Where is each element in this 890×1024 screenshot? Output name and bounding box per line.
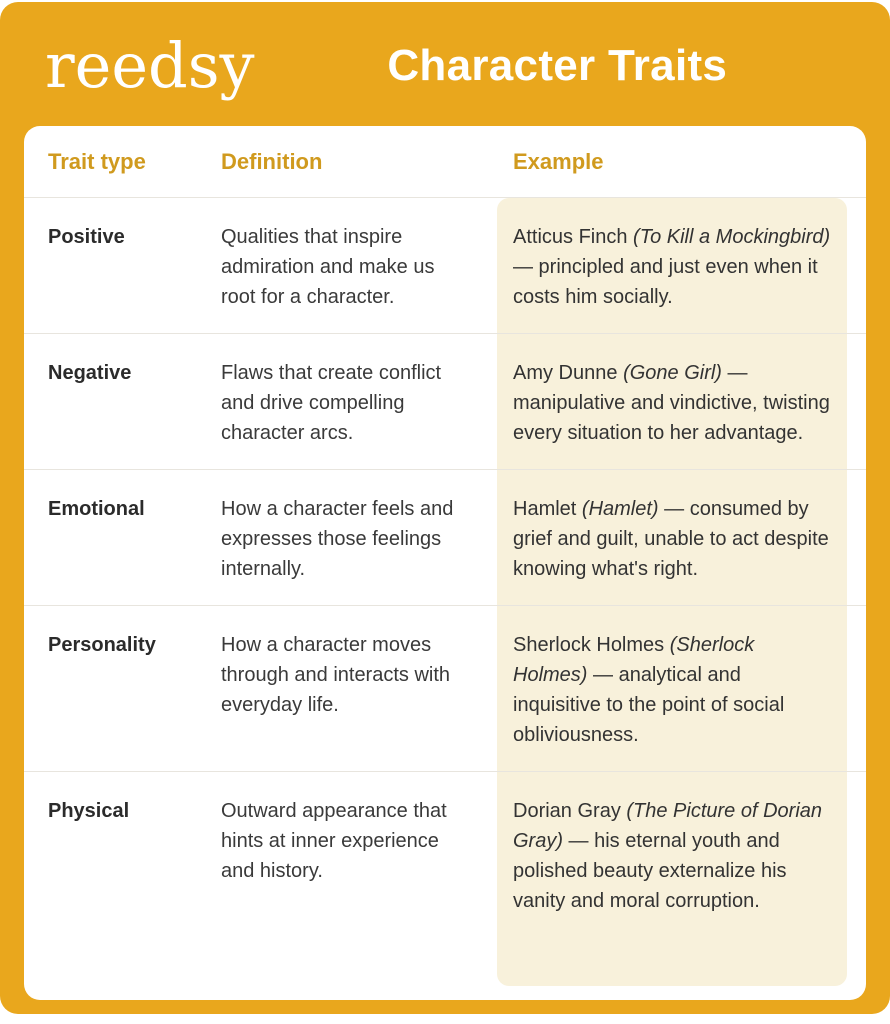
reedsy-logo: reedsy <box>45 28 255 102</box>
table-row-negative: Negative Flaws that create conflict and … <box>24 333 866 469</box>
definition-cell: How a character feels and expresses thos… <box>221 498 454 580</box>
column-header-trait-type: Trait type <box>48 148 146 174</box>
example-cell: Sherlock Holmes (Sherlock Holmes) — anal… <box>497 630 847 750</box>
example-cell: Hamlet (Hamlet) — consumed by grief and … <box>497 494 847 584</box>
example-character-name: Dorian Gray <box>513 800 627 822</box>
column-header-definition: Definition <box>221 148 323 174</box>
example-cell: Dorian Gray (The Picture of Dorian Gray)… <box>497 796 847 916</box>
table-row-emotional: Emotional How a character feels and expr… <box>24 469 866 605</box>
example-description: — principled and just even when it costs… <box>513 256 818 308</box>
example-work-title: (The Picture of Dorian Gray) <box>513 800 823 852</box>
table-header-row: Trait type Definition Example <box>24 126 866 198</box>
example-work-title: (Gone Girl) <box>623 362 722 384</box>
example-work-title: (To Kill a Mockingbird) <box>633 226 831 248</box>
example-cell: Amy Dunne (Gone Girl) — manipulative and… <box>497 358 847 448</box>
header: reedsy Character Traits <box>45 16 860 116</box>
page-title: Character Traits <box>387 41 728 90</box>
definition-cell: Qualities that inspire admiration and ma… <box>221 226 435 308</box>
trait-type-cell: Positive <box>48 226 125 248</box>
example-description: — manipulative and vindictive, twisting … <box>513 362 830 444</box>
trait-type-cell: Physical <box>48 800 130 822</box>
example-work-title: (Sherlock Holmes) <box>513 634 755 686</box>
trait-type-cell: Personality <box>48 634 156 656</box>
table-row-physical: Physical Outward appearance that hints a… <box>24 771 866 937</box>
table-row-personality: Personality How a character moves throug… <box>24 605 866 771</box>
example-description: — consumed by grief and guilt, unable to… <box>513 498 829 580</box>
example-description: — analytical and inquisitive to the poin… <box>513 664 785 746</box>
column-header-example: Example <box>513 148 604 174</box>
traits-table-card: Trait type Definition Example Positive Q… <box>24 126 866 1000</box>
example-character-name: Atticus Finch <box>513 226 634 248</box>
example-work-title: (Hamlet) <box>581 498 659 520</box>
example-column-background <box>497 198 847 986</box>
example-character-name: Sherlock Holmes <box>513 634 670 656</box>
example-cell: Atticus Finch (To Kill a Mockingbird) — … <box>497 222 847 312</box>
table-row-positive: Positive Qualities that inspire admirati… <box>24 198 866 333</box>
example-description: — his eternal youth and polished beauty … <box>513 830 787 912</box>
example-character-name: Amy Dunne <box>513 362 624 384</box>
definition-cell: Outward appearance that hints at inner e… <box>221 800 447 882</box>
trait-type-cell: Emotional <box>48 498 145 520</box>
definition-cell: Flaws that create conflict and drive com… <box>221 362 442 444</box>
example-character-name: Hamlet <box>513 498 582 520</box>
definition-cell: How a character moves through and intera… <box>221 634 451 716</box>
trait-type-cell: Negative <box>48 362 132 384</box>
